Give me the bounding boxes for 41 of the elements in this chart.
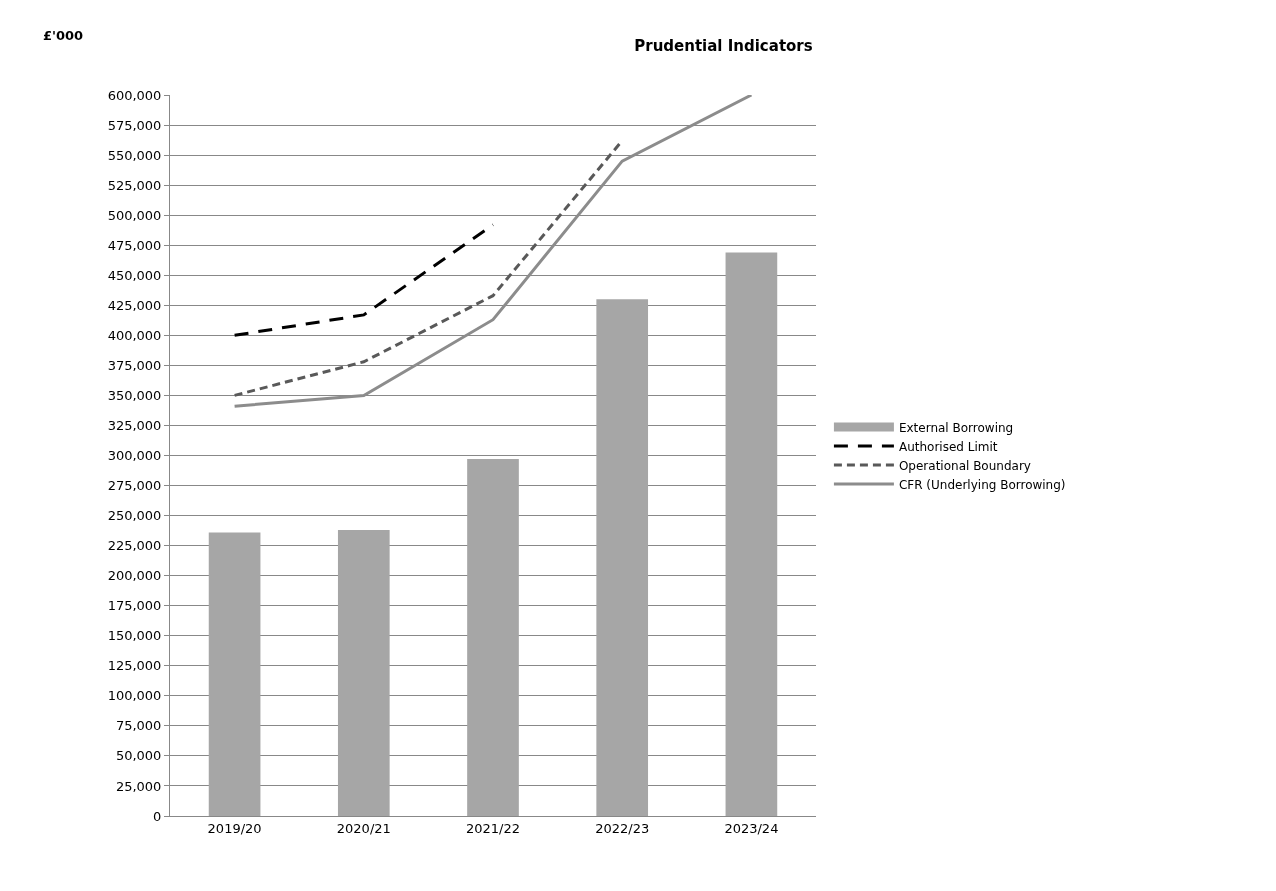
y-tick-label: 325,000 [107,418,162,434]
y-tick-label: 350,000 [107,387,162,403]
legend-label: Operational Boundary [898,458,1031,473]
legend-label: Authorised Limit [898,439,998,454]
y-tick-label: 425,000 [107,297,162,313]
bar [208,532,261,816]
y-tick-label: 200,000 [107,568,162,584]
y-tick-label: 250,000 [107,508,162,524]
y-tick-label: 0 [153,808,162,824]
x-tick-label: 2022/23 [595,820,650,836]
legend-label: CFR (Underlying Borrowing) [898,477,1066,492]
bar [596,299,649,816]
chart-title: Prudential Indicators [634,36,813,55]
y-tick-label: 375,000 [107,357,162,373]
y-tick-label: 600,000 [107,87,162,103]
y-tick-label: 100,000 [107,688,162,704]
y-tick-label: 450,000 [107,267,162,283]
y-tick-label: 525,000 [107,177,162,193]
y-tick-label: 300,000 [107,448,162,464]
y-tick-label: 150,000 [107,628,162,644]
bar [337,530,390,816]
y-tick-label: 225,000 [107,538,162,554]
y-tick-label: 25,000 [115,778,162,794]
y-tick-label: 175,000 [107,598,162,614]
x-tick-label: 2023/24 [724,820,779,836]
legend-label: External Borrowing [898,420,1014,435]
x-tick-label: 2021/22 [465,820,521,836]
y-axis-title: £'000 [43,28,84,43]
y-tick-label: 275,000 [107,478,162,494]
bar [467,459,519,816]
y-tick-label: 550,000 [107,147,162,163]
y-tick-label: 75,000 [115,718,162,734]
y-tick-label: 50,000 [115,748,162,764]
x-tick-label: 2020/21 [336,820,391,836]
y-tick-label: 475,000 [107,237,162,253]
y-tick-label: 125,000 [107,658,162,674]
bar [725,252,778,816]
y-tick-label: 500,000 [107,207,162,223]
y-tick-label: 400,000 [107,327,162,343]
y-tick-label: 575,000 [107,117,162,133]
x-tick-label: 2019/20 [207,820,262,836]
